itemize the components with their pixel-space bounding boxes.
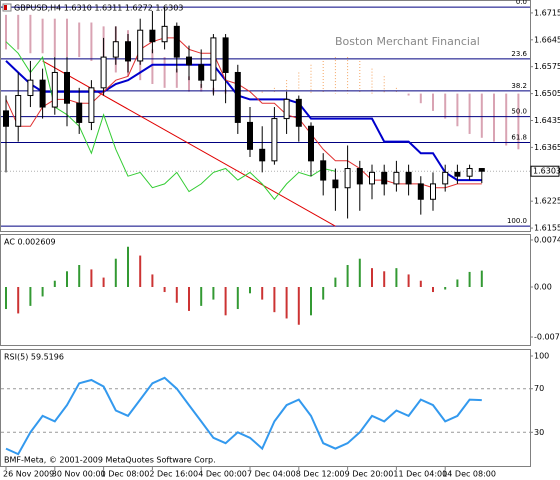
candle-body [88,87,95,123]
candle-body [320,160,327,181]
y-tick-label: 1.6435 [534,116,560,125]
x-tick-label: 8 Dec 12:00 [296,470,345,479]
candle-body [369,171,375,185]
y-tick-label: 1.6645 [534,35,560,44]
candle-body [100,56,107,89]
fib-label: 100.0 [507,217,527,225]
x-tick-label: 1 Dec 08:00 [101,470,150,479]
indicator-line [5,60,482,182]
candle-body [466,168,473,177]
x-tick-label: 7 Dec 04:00 [247,470,296,479]
candle-body [308,125,314,162]
candle-body [27,79,34,97]
y-tick-label: 30 [534,428,544,437]
x-tick-label: 4 Dec 00:00 [198,470,247,479]
ac-frame [0,234,531,346]
candle-body [478,168,485,172]
x-tick-label: 9 Dec 20:00 [345,470,394,479]
y-tick-label: 1.6365 [534,143,560,152]
rsi-line [5,376,482,456]
main-frame [0,0,531,232]
main-title: GBPUSD,H4 1.6310 1.6311 1.6272 1.6303 [14,4,183,13]
candle-body [271,118,278,162]
fib-label: 61.8 [511,133,527,141]
watermark: Boston Merchant Financial [335,35,480,48]
candle-body [295,98,302,127]
candle-body [76,102,83,123]
candle-body [39,79,46,108]
y-tick-label: 1.6715 [534,8,560,17]
y-tick-label: 1.6155 [534,224,560,233]
fib-label: 23.6 [511,50,527,58]
candle-body [430,183,436,200]
candle-body [186,56,192,66]
fib-label: 38.2 [511,82,527,90]
candle-body [283,98,290,120]
candle-body [125,41,131,62]
last-price-box [530,165,560,177]
candle-body [393,171,400,185]
y-tick-label: 100 [534,352,549,361]
indicator-line [5,41,336,201]
rsi-title: RSI(5) 59.5196 [4,353,64,362]
candle-body [356,168,363,185]
candle-body [381,171,388,185]
candle-body [161,25,168,43]
candle-body [210,37,217,81]
y-tick-label: 70 [534,384,544,393]
y-tick-label: 0.00 [534,283,552,292]
y-tick-label: 1.6575 [534,62,560,71]
y-tick-label: 0.007478 [534,235,560,244]
fib-label: 0.0 [516,0,527,6]
candle-body [332,179,339,189]
candle-body [442,171,449,185]
y-tick-label: 1.6505 [534,89,560,98]
symbol-icon-fill [4,5,7,10]
x-tick-label: 14 Dec 08:00 [442,470,496,479]
candle-body [344,168,351,189]
candle-body [198,64,205,81]
candle-body [259,148,266,162]
x-tick-label: 2 Dec 16:00 [149,470,198,479]
candle-body [454,171,461,177]
candle-body [234,71,241,123]
x-tick-label: 26 Nov 2009 [3,470,54,479]
last-price-label: 1.6303 [533,167,560,176]
rsi-frame [0,349,531,467]
ac-title: AC 0.002609 [4,238,56,247]
candle-body [417,183,424,200]
candle-body [149,29,156,43]
candle-body [222,37,229,73]
candle-body [173,25,180,58]
candle-body [405,171,412,185]
candle-body [3,110,9,127]
copyright: BMF-Meta, © 2001-2009 MetaQuotes Softwar… [4,456,216,465]
candle-body [51,71,58,108]
candle-body [137,29,144,62]
x-tick-label: 30 Nov 00:00 [52,470,106,479]
x-tick-label: 11 Dec 04:00 [393,470,447,479]
candle-body [15,95,22,127]
y-tick-label: 1.6225 [534,197,560,206]
indicator-line [5,37,482,189]
candle-body [64,71,70,104]
candle-body [247,121,253,150]
candle-body [112,41,119,58]
y-tick-label: -0.00795 [534,333,560,342]
fib-label: 50.0 [511,108,527,116]
